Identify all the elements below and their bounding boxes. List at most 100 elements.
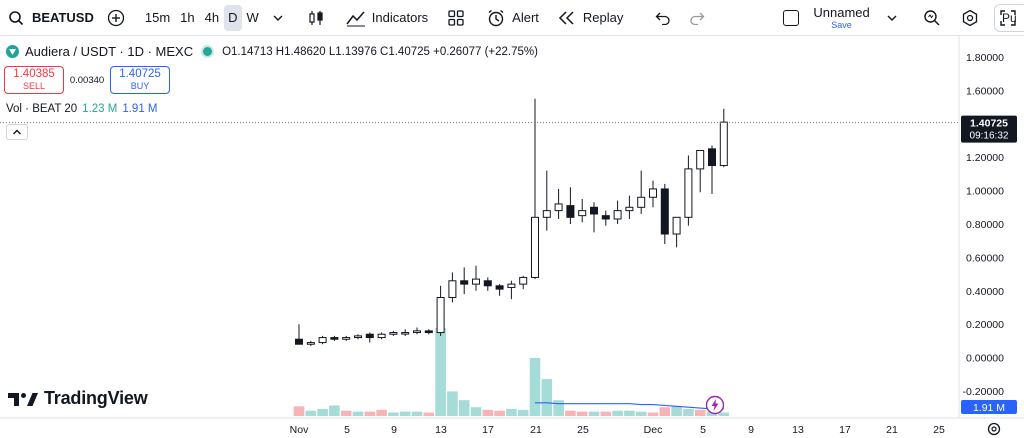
volume-bar (494, 410, 505, 416)
fullscreen-icon (998, 8, 1018, 28)
candle-body (625, 206, 634, 212)
alert-button[interactable]: Alert (480, 3, 545, 33)
volume-bar (470, 407, 482, 416)
timeframe-1h[interactable]: 1h (180, 10, 195, 25)
volume-legend: Vol · BEAT 20 1.23 M 1.91 M (6, 103, 158, 115)
time-tick-label: 5 (700, 424, 706, 436)
symbol-search-button[interactable]: BEATUSD (0, 3, 100, 33)
volume-bar (423, 412, 435, 416)
rewind-icon (557, 8, 577, 28)
volume-bar (565, 410, 576, 416)
price-tick-label: 0.00000 (966, 353, 1004, 365)
sell-label: SELL (22, 81, 46, 92)
candle-body (424, 330, 433, 334)
trade-panel: 1.40385 SELL 0.00340 1.40725 BUY (4, 66, 170, 94)
price-tick-label: 0.20000 (966, 319, 1004, 331)
candle-body (542, 210, 551, 218)
candle-body (708, 148, 716, 167)
volume-bar (388, 412, 399, 416)
timeframe-4h[interactable]: 4h (204, 10, 220, 25)
candle-body (306, 342, 315, 345)
volume-indicator-label[interactable]: Vol · BEAT 20 (6, 103, 78, 115)
price-axis[interactable]: 1.800001.600001.400001.200001.000000.800… (963, 52, 1005, 398)
grid-layout-icon (446, 8, 466, 28)
candle-body (719, 121, 728, 167)
candle-body (507, 283, 516, 288)
layout-menu-dropdown[interactable] (880, 3, 904, 33)
indicators-icon (346, 8, 366, 28)
candle-body (472, 278, 480, 285)
time-axis[interactable]: Nov 5 9 13 17 21 25 Dec 5 9 13 17 21 25 (290, 422, 1001, 437)
volume-bar (553, 400, 564, 416)
redo-icon (687, 8, 707, 28)
current-price-label-bg (961, 115, 1017, 143)
timeframe-w[interactable]: W (246, 10, 259, 25)
layouts-button[interactable] (440, 3, 472, 33)
volume-bar (293, 406, 305, 416)
quick-search-icon (922, 8, 942, 28)
candle-body (483, 280, 492, 287)
candle-body (495, 285, 504, 290)
volume-ma-path (535, 402, 724, 410)
tradingview-logo[interactable]: TradingView (8, 388, 148, 409)
time-tick-label: Nov (290, 424, 309, 436)
lightning-badge-icon[interactable] (705, 395, 725, 415)
time-tick-label: 25 (577, 424, 589, 436)
timeframe-dropdown[interactable] (264, 3, 292, 33)
candle-body (637, 196, 646, 208)
volume-bar (340, 410, 352, 416)
layout-name-group: Unnamed Save (813, 6, 869, 30)
publish-button[interactable]: Pu (994, 4, 1024, 32)
candle-body (531, 216, 539, 278)
candle-body (354, 335, 362, 339)
volume-bar (399, 411, 411, 416)
candle-body (684, 168, 693, 218)
undo-button[interactable] (647, 3, 679, 33)
candle-body (649, 188, 657, 198)
market-open-status-icon[interactable] (203, 47, 213, 56)
candle-body (295, 338, 303, 345)
timeframe-d[interactable]: D (224, 4, 242, 31)
volume-bar (635, 411, 647, 416)
price-tick-label: 1.60000 (966, 85, 1004, 97)
buy-button[interactable]: 1.40725 BUY (110, 66, 170, 94)
price-tick-label: 1.80000 (966, 52, 1004, 64)
volume-bar (529, 357, 541, 416)
redo-button[interactable] (681, 3, 713, 33)
settings-button[interactable] (954, 3, 986, 33)
sell-button[interactable]: 1.40385 SELL (4, 66, 64, 94)
quick-search-button[interactable] (916, 3, 948, 33)
replay-button[interactable]: Replay (551, 3, 629, 33)
candle-body (413, 330, 421, 334)
candle-body (566, 205, 575, 218)
time-tick-label: 21 (886, 424, 898, 436)
collapse-legend-button[interactable] (6, 124, 28, 140)
compare-symbol-button[interactable] (100, 3, 132, 33)
price-tick-label: 1.00000 (966, 186, 1004, 198)
volume-bar (458, 400, 470, 416)
volume-bar (329, 405, 340, 416)
ohlc-values: O1.14713 H1.48620 L1.13976 C1.40725 +0.2… (222, 45, 538, 58)
volume-ma-value: 1.91 M (122, 103, 158, 115)
volume-bar (694, 409, 706, 416)
plus-circle-icon (106, 8, 126, 28)
fullscreen-button[interactable] (992, 3, 1024, 33)
chevron-down-icon (882, 8, 902, 28)
axis-settings-gear-icon[interactable] (987, 422, 1001, 436)
volume-bar (671, 406, 682, 416)
symbol-title[interactable]: Audiera / USDT · 1D · MEXC (25, 44, 194, 59)
indicators-button[interactable]: Indicators (340, 3, 434, 33)
layout-save-button[interactable]: Unnamed Save (777, 3, 875, 33)
volume-bar (447, 391, 458, 416)
time-tick-label: 13 (435, 424, 447, 436)
time-tick-label: Dec (644, 424, 663, 436)
candle-body (342, 337, 351, 340)
chart-type-button[interactable] (300, 3, 332, 33)
volume-bar (506, 408, 517, 416)
time-tick-label: 9 (391, 424, 397, 436)
candle-body (672, 216, 681, 235)
timeframe-15m[interactable]: 15m (144, 10, 171, 25)
volume-value-label-bg (961, 400, 1017, 414)
